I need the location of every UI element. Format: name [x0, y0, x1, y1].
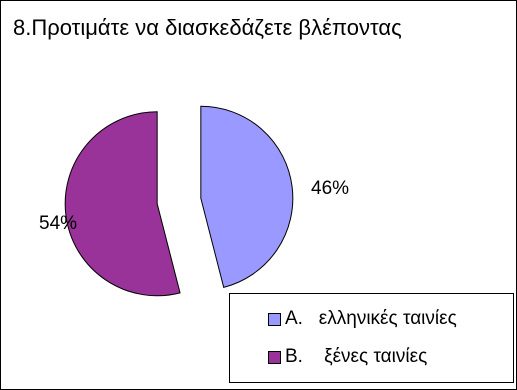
chart-title: 8.Προτιμάτε να διασκεδάζετε βλέποντας	[13, 15, 402, 40]
legend-item-a: Α. ελληνικές ταινίες	[268, 308, 457, 330]
legend-item-b: Β. ξένες ταινίες	[268, 346, 427, 368]
slice-b-value-label: 54%	[39, 213, 78, 234]
legend: Α. ελληνικές ταινίες Β. ξένες ταινίες	[229, 293, 514, 383]
slice-a-value-label: 46%	[311, 178, 350, 199]
legend-swatch-a	[268, 312, 281, 326]
legend-swatch-b	[268, 350, 281, 364]
pie-slice-b	[64, 111, 181, 297]
legend-label-b: Β. ξένες ταινίες	[285, 346, 428, 367]
legend-label-a: Α. ελληνικές ταινίες	[285, 308, 457, 329]
pie-slice-a	[200, 105, 294, 288]
